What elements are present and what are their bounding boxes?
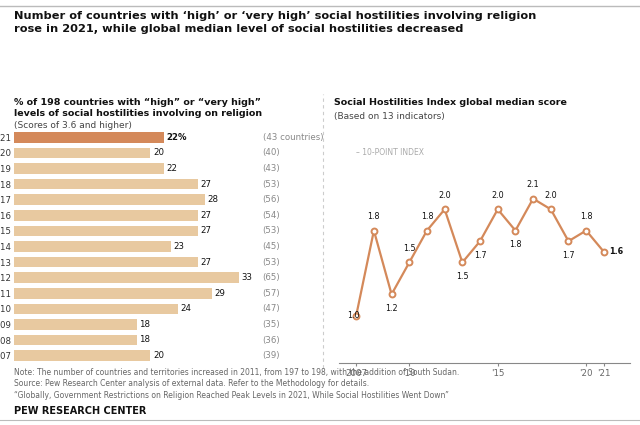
- Text: 1.6: 1.6: [609, 247, 623, 256]
- Point: [351, 312, 362, 319]
- Bar: [14, 179, 198, 190]
- Text: 27: 27: [201, 211, 212, 220]
- Bar: [14, 303, 177, 314]
- Text: 1.7: 1.7: [562, 251, 575, 260]
- Text: 2.0: 2.0: [545, 191, 557, 200]
- Text: 2.0: 2.0: [438, 191, 451, 200]
- Text: (Based on 13 indicators): (Based on 13 indicators): [334, 112, 445, 121]
- Text: 1.5: 1.5: [456, 272, 468, 281]
- Text: 22%: 22%: [166, 133, 187, 142]
- Text: 2.1: 2.1: [527, 180, 540, 189]
- Point: [528, 196, 538, 202]
- Text: 1.8: 1.8: [420, 212, 433, 221]
- Point: [387, 291, 397, 298]
- Text: 2.0: 2.0: [492, 191, 504, 200]
- Bar: [14, 335, 137, 345]
- Text: (53): (53): [262, 227, 280, 235]
- Text: PEW RESEARCH CENTER: PEW RESEARCH CENTER: [14, 405, 147, 416]
- Text: % of 198 countries with “high” or “very high”
levels of social hostilities invol: % of 198 countries with “high” or “very …: [14, 98, 262, 118]
- Text: 18: 18: [140, 320, 150, 329]
- Bar: [14, 257, 198, 267]
- Text: (47): (47): [262, 304, 280, 313]
- Text: (36): (36): [262, 335, 280, 345]
- Bar: [14, 132, 164, 143]
- Text: 33: 33: [241, 273, 253, 282]
- Text: 1.5: 1.5: [403, 244, 415, 253]
- Text: (35): (35): [262, 320, 280, 329]
- Point: [475, 238, 485, 245]
- Text: 1.0: 1.0: [348, 311, 360, 320]
- Text: 28: 28: [207, 195, 218, 204]
- Point: [369, 227, 379, 234]
- Text: 20: 20: [153, 148, 164, 158]
- Text: (57): (57): [262, 289, 280, 298]
- Point: [546, 206, 556, 213]
- Bar: [14, 319, 137, 330]
- Text: 22: 22: [166, 164, 178, 173]
- Text: (54): (54): [262, 211, 280, 220]
- Text: Number of countries with ‘high’ or ‘very high’ social hostilities involving reli: Number of countries with ‘high’ or ‘very…: [14, 11, 536, 34]
- Text: (39): (39): [262, 351, 280, 360]
- Point: [404, 259, 414, 266]
- Text: – 10-POINT INDEX: – 10-POINT INDEX: [356, 148, 424, 157]
- Text: 1.2: 1.2: [385, 304, 398, 313]
- Point: [563, 238, 573, 245]
- Text: 23: 23: [173, 242, 184, 251]
- Point: [599, 248, 609, 255]
- Text: (Scores of 3.6 and higher): (Scores of 3.6 and higher): [14, 121, 132, 130]
- Text: (53): (53): [262, 258, 280, 266]
- Bar: [14, 272, 239, 283]
- Bar: [14, 241, 171, 252]
- Text: (45): (45): [262, 242, 280, 251]
- Text: 27: 27: [201, 227, 212, 235]
- Point: [440, 206, 450, 213]
- Bar: [14, 195, 205, 205]
- Text: Social Hostilities Index global median score: Social Hostilities Index global median s…: [334, 98, 567, 107]
- Point: [422, 227, 432, 234]
- Bar: [14, 163, 164, 174]
- Bar: [14, 350, 150, 361]
- Text: (53): (53): [262, 180, 280, 189]
- Text: 29: 29: [214, 289, 225, 298]
- Text: (65): (65): [262, 273, 280, 282]
- Bar: [14, 148, 150, 158]
- Text: (43 countries): (43 countries): [262, 133, 323, 142]
- Point: [510, 227, 520, 234]
- Point: [493, 206, 503, 213]
- Text: 18: 18: [140, 335, 150, 345]
- Text: 1.8: 1.8: [580, 212, 593, 221]
- Text: (56): (56): [262, 195, 280, 204]
- Bar: [14, 210, 198, 221]
- Text: (43): (43): [262, 164, 280, 173]
- Point: [581, 227, 591, 234]
- Text: 1.7: 1.7: [474, 251, 486, 260]
- Text: 1.8: 1.8: [367, 212, 380, 221]
- Text: Note: The number of countries and territories increased in 2011, from 197 to 198: Note: The number of countries and territ…: [14, 368, 460, 400]
- Text: 1.8: 1.8: [509, 240, 522, 249]
- Bar: [14, 226, 198, 236]
- Text: 27: 27: [201, 258, 212, 266]
- Text: (40): (40): [262, 148, 280, 158]
- Bar: [14, 288, 212, 298]
- Point: [457, 259, 467, 266]
- Text: 20: 20: [153, 351, 164, 360]
- Text: 27: 27: [201, 180, 212, 189]
- Text: 24: 24: [180, 304, 191, 313]
